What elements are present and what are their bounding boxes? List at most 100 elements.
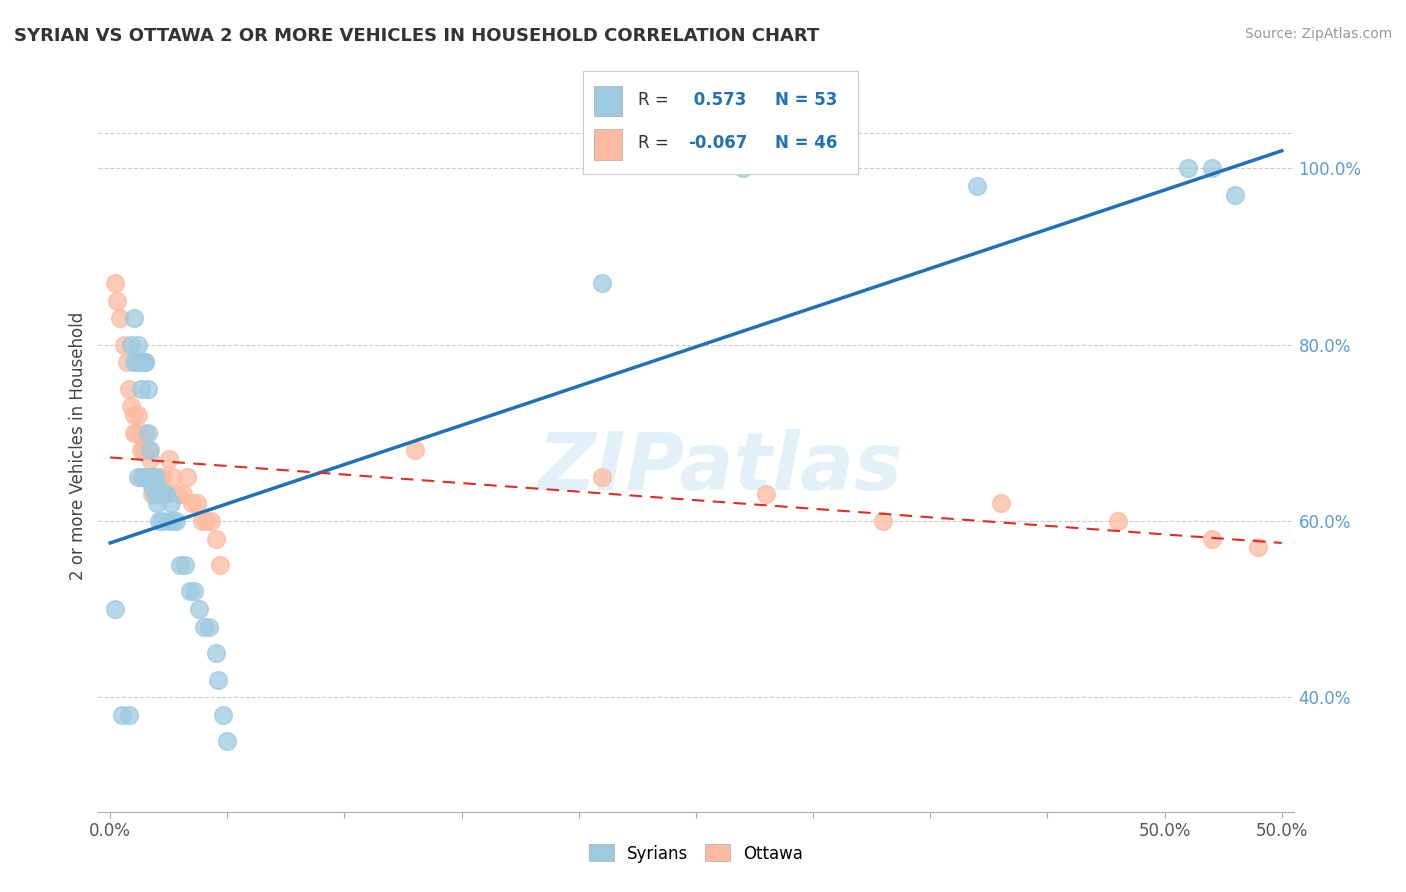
- Point: [1177, 161, 1199, 176]
- Point: [172, 487, 194, 501]
- Point: [134, 425, 156, 440]
- Point: [204, 646, 226, 660]
- Text: 0.573: 0.573: [688, 91, 747, 109]
- Point: [115, 355, 138, 369]
- Point: [404, 443, 426, 458]
- Point: [118, 382, 141, 396]
- Point: [153, 487, 176, 501]
- Point: [591, 470, 613, 484]
- FancyBboxPatch shape: [595, 86, 621, 117]
- Point: [150, 487, 173, 501]
- Point: [165, 514, 187, 528]
- Point: [157, 452, 180, 467]
- Point: [162, 514, 184, 528]
- Point: [120, 400, 142, 414]
- Text: Source: ZipAtlas.com: Source: ZipAtlas.com: [1244, 27, 1392, 41]
- Point: [1107, 514, 1129, 528]
- Point: [872, 514, 894, 528]
- Point: [143, 487, 166, 501]
- Point: [146, 496, 169, 510]
- Point: [139, 452, 162, 467]
- Point: [129, 355, 152, 369]
- Point: [1247, 541, 1270, 555]
- Point: [195, 514, 218, 528]
- Point: [179, 584, 201, 599]
- Point: [108, 311, 131, 326]
- Point: [127, 408, 149, 422]
- Point: [134, 470, 156, 484]
- Point: [169, 558, 191, 572]
- Point: [141, 478, 163, 492]
- Point: [190, 514, 212, 528]
- Point: [146, 487, 169, 501]
- Point: [591, 276, 613, 290]
- Text: -0.067: -0.067: [688, 134, 747, 153]
- Point: [200, 514, 222, 528]
- Point: [104, 276, 127, 290]
- Point: [136, 382, 159, 396]
- Point: [217, 734, 239, 748]
- Point: [193, 620, 215, 634]
- Point: [1223, 187, 1246, 202]
- Point: [186, 496, 208, 510]
- Point: [155, 487, 177, 501]
- FancyBboxPatch shape: [595, 128, 621, 160]
- Text: N = 46: N = 46: [776, 134, 838, 153]
- Point: [188, 602, 211, 616]
- Point: [111, 707, 134, 722]
- Point: [197, 620, 219, 634]
- Point: [122, 355, 145, 369]
- Point: [1201, 532, 1223, 546]
- Point: [125, 425, 148, 440]
- Point: [127, 337, 149, 351]
- Point: [207, 673, 229, 687]
- Text: R =: R =: [638, 91, 669, 109]
- Point: [105, 293, 128, 308]
- Point: [153, 487, 176, 501]
- Text: R =: R =: [638, 134, 669, 153]
- Y-axis label: 2 or more Vehicles in Household: 2 or more Vehicles in Household: [69, 312, 87, 580]
- Point: [731, 161, 754, 176]
- Point: [157, 514, 180, 528]
- Point: [162, 470, 184, 484]
- Point: [122, 311, 145, 326]
- Point: [112, 337, 135, 351]
- Point: [174, 558, 197, 572]
- Point: [141, 487, 163, 501]
- Point: [966, 179, 988, 194]
- Point: [148, 514, 170, 528]
- Point: [120, 337, 142, 351]
- Legend: Syrians, Ottawa: Syrians, Ottawa: [582, 838, 810, 869]
- Point: [211, 707, 233, 722]
- Point: [148, 487, 170, 501]
- Point: [132, 470, 155, 484]
- Point: [181, 496, 204, 510]
- Point: [755, 487, 778, 501]
- Point: [134, 355, 156, 369]
- Point: [134, 470, 156, 484]
- Point: [122, 425, 145, 440]
- Point: [134, 355, 156, 369]
- Point: [160, 496, 183, 510]
- Point: [141, 470, 163, 484]
- Point: [132, 355, 155, 369]
- Point: [990, 496, 1012, 510]
- Point: [183, 584, 205, 599]
- Point: [132, 443, 155, 458]
- Text: ZIPatlas: ZIPatlas: [537, 429, 903, 507]
- Point: [176, 470, 198, 484]
- Point: [204, 532, 226, 546]
- Point: [209, 558, 232, 572]
- Point: [129, 443, 152, 458]
- Point: [167, 487, 190, 501]
- Point: [125, 355, 148, 369]
- Text: SYRIAN VS OTTAWA 2 OR MORE VEHICLES IN HOUSEHOLD CORRELATION CHART: SYRIAN VS OTTAWA 2 OR MORE VEHICLES IN H…: [14, 27, 820, 45]
- Point: [127, 470, 149, 484]
- Point: [150, 470, 173, 484]
- Point: [143, 470, 166, 484]
- Point: [1201, 161, 1223, 176]
- Point: [129, 382, 152, 396]
- Point: [139, 470, 162, 484]
- Point: [118, 707, 141, 722]
- Point: [148, 470, 170, 484]
